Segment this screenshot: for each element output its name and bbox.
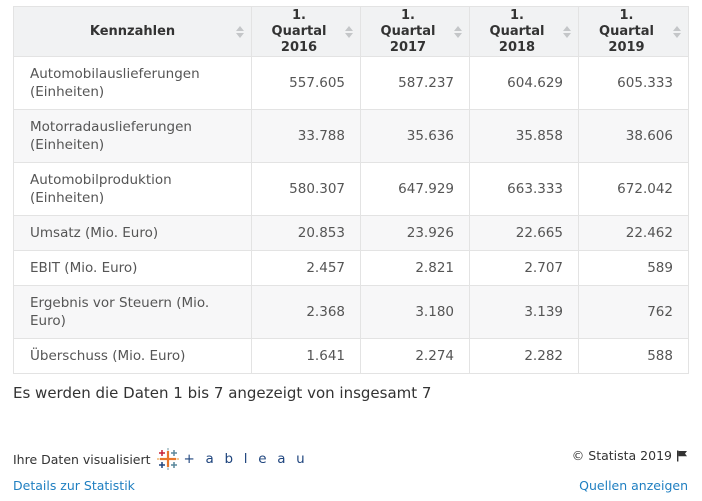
table-cell: 2.457 xyxy=(251,250,361,286)
tableau-logo[interactable]: + a b l e a u xyxy=(156,448,308,470)
sources-link[interactable]: Quellen anzeigen xyxy=(579,478,688,493)
copyright: © Statista 2019 xyxy=(572,448,688,463)
column-header-label: 1. Quartal 2018 xyxy=(489,7,545,55)
details-link[interactable]: Details zur Statistik xyxy=(13,478,135,493)
tableau-wordmark: + a b l e a u xyxy=(183,451,308,467)
visualized-by-label: Ihre Daten visualisiert xyxy=(13,451,151,467)
row-label: Umsatz (Mio. Euro) xyxy=(13,215,252,251)
table-cell: 35.636 xyxy=(360,109,470,163)
table-cell: 2.821 xyxy=(360,250,470,286)
table-cell: 557.605 xyxy=(251,56,361,110)
table-cell: 35.858 xyxy=(469,109,579,163)
table-cell: 38.606 xyxy=(578,109,689,163)
table-cell: 20.853 xyxy=(251,215,361,251)
flag-icon[interactable] xyxy=(676,450,688,462)
table-cell: 3.139 xyxy=(469,285,579,339)
table-cell: 2.274 xyxy=(360,338,470,374)
sort-icon[interactable] xyxy=(345,25,353,39)
copyright-text: © Statista 2019 xyxy=(571,448,672,463)
table-row: EBIT (Mio. Euro) 2.457 2.821 2.707 589 xyxy=(13,250,689,286)
table-cell: 2.707 xyxy=(469,250,579,286)
table-cell: 604.629 xyxy=(469,56,579,110)
table-cell: 1.641 xyxy=(251,338,361,374)
table-cell: 672.042 xyxy=(578,162,689,216)
table-header-row: Kennzahlen 1. Quartal 2016 1. Quartal 20… xyxy=(13,6,689,57)
sort-icon[interactable] xyxy=(673,25,681,39)
column-header-q1-2016[interactable]: 1. Quartal 2016 xyxy=(251,6,361,57)
table-cell: 23.926 xyxy=(360,215,470,251)
sort-icon[interactable] xyxy=(563,25,571,39)
row-label: Automobilproduktion (Einheiten) xyxy=(13,162,252,216)
table-cell: 2.368 xyxy=(251,285,361,339)
row-label: Überschuss (Mio. Euro) xyxy=(13,338,252,374)
column-header-q1-2017[interactable]: 1. Quartal 2017 xyxy=(360,6,470,57)
table-cell: 2.282 xyxy=(469,338,579,374)
sort-icon[interactable] xyxy=(454,25,462,39)
column-header-label: Kennzahlen xyxy=(89,23,176,39)
table-cell: 605.333 xyxy=(578,56,689,110)
tableau-logo-icon xyxy=(156,448,179,470)
table-cell: 33.788 xyxy=(251,109,361,163)
table-cell: 22.665 xyxy=(469,215,579,251)
table-row: Umsatz (Mio. Euro) 20.853 23.926 22.665 … xyxy=(13,215,689,251)
table-cell: 580.307 xyxy=(251,162,361,216)
row-label: EBIT (Mio. Euro) xyxy=(13,250,252,286)
column-header-label: 1. Quartal 2019 xyxy=(599,7,654,55)
table-cell: 3.180 xyxy=(360,285,470,339)
table-row: Motorradauslieferungen (Einheiten) 33.78… xyxy=(13,109,689,163)
table-cell: 587.237 xyxy=(360,56,470,110)
sort-icon[interactable] xyxy=(236,25,244,39)
table-info-text: Es werden die Daten 1 bis 7 angezeigt vo… xyxy=(13,384,432,402)
column-header-q1-2019[interactable]: 1. Quartal 2019 xyxy=(578,6,689,57)
table-cell: 762 xyxy=(578,285,689,339)
table-cell: 589 xyxy=(578,250,689,286)
column-header-kennzahlen[interactable]: Kennzahlen xyxy=(13,6,252,57)
table-row: Automobilauslieferungen (Einheiten) 557.… xyxy=(13,56,689,110)
table-cell: 22.462 xyxy=(578,215,689,251)
table-row: Überschuss (Mio. Euro) 1.641 2.274 2.282… xyxy=(13,338,689,374)
table-row: Automobilproduktion (Einheiten) 580.307 … xyxy=(13,162,689,216)
row-label: Motorradauslieferungen (Einheiten) xyxy=(13,109,252,163)
data-table: Kennzahlen 1. Quartal 2016 1. Quartal 20… xyxy=(13,6,689,374)
table-cell: 588 xyxy=(578,338,689,374)
row-label: Ergebnis vor Steuern (Mio. Euro) xyxy=(13,285,252,339)
table-cell: 663.333 xyxy=(469,162,579,216)
row-label: Automobilauslieferungen (Einheiten) xyxy=(13,56,252,110)
column-header-q1-2018[interactable]: 1. Quartal 2018 xyxy=(469,6,579,57)
table-cell: 647.929 xyxy=(360,162,470,216)
column-header-label: 1. Quartal 2017 xyxy=(380,7,436,55)
table-row: Ergebnis vor Steuern (Mio. Euro) 2.368 3… xyxy=(13,285,689,339)
visualized-by: Ihre Daten visualisiert xyxy=(13,448,308,470)
column-header-label: 1. Quartal 2016 xyxy=(271,7,327,55)
